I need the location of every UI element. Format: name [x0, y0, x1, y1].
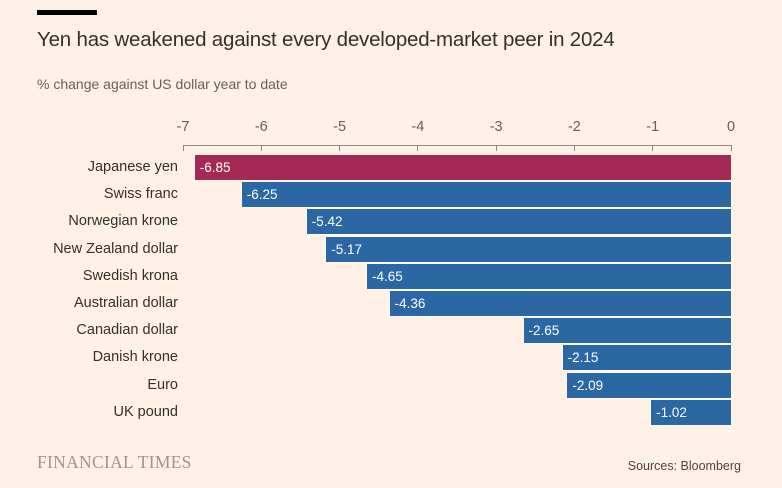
category-label: UK pound: [113, 403, 179, 420]
x-axis-tick-label: -3: [489, 119, 503, 135]
bar-swedish-krona: -4.65: [366, 263, 731, 289]
bar-new-zealand-dollar: -5.17: [326, 236, 731, 262]
bar-danish-krone: -2.15: [562, 345, 731, 371]
x-axis-line: [183, 145, 731, 146]
category-label: Swiss franc: [103, 186, 178, 203]
bar-value-label: -2.65: [528, 323, 560, 339]
bar-value-label: -1.02: [656, 404, 687, 420]
bar-swiss-franc: -6.25: [241, 182, 731, 208]
bar-uk-pound: -1.02: [651, 399, 731, 425]
x-axis-tick-label: -6: [254, 119, 268, 135]
ft-top-rule: [37, 10, 97, 15]
x-axis-tick-mark: [260, 145, 262, 151]
chart-subtitle: % change against US dollar year to date: [37, 76, 288, 92]
category-label: Swedish krona: [82, 267, 178, 284]
x-axis-tick-mark: [495, 145, 497, 151]
bar-value-label: -4.36: [394, 296, 426, 311]
x-axis-tick-label: 0: [726, 119, 736, 135]
category-label: Japanese yen: [87, 159, 178, 175]
category-label: Euro: [147, 376, 178, 393]
bar-value-label: -2.09: [572, 377, 604, 393]
bar-japanese-yen: -6.85: [194, 155, 731, 180]
bar-australian-dollar: -4.36: [389, 291, 731, 316]
bar-norwegian-krone: -5.42: [306, 209, 731, 235]
category-label: Australian dollar: [74, 295, 178, 311]
chart-title: Yen has weakened against every developed…: [37, 28, 615, 51]
x-axis-tick-label: -1: [646, 119, 660, 135]
x-axis-tick-mark: [417, 145, 419, 151]
bar-value-label: -2.15: [567, 350, 599, 366]
x-axis-tick-mark: [573, 145, 575, 151]
x-axis-tick-mark: [652, 145, 654, 151]
x-axis-tick-mark: [182, 145, 184, 151]
bar-value-label: -6.85: [199, 160, 231, 175]
bar-euro: -2.09: [567, 372, 731, 398]
category-label: New Zealand dollar: [53, 240, 178, 257]
x-axis-tick-mark: [339, 145, 341, 151]
x-axis-tick-label: -7: [176, 119, 190, 135]
bar-value-label: -5.42: [311, 214, 343, 230]
bar-value-label: -6.25: [246, 187, 278, 203]
x-axis-tick-label: -4: [411, 119, 425, 135]
bar-value-label: -5.17: [331, 241, 363, 257]
category-label: Canadian dollar: [76, 322, 178, 339]
ft-logo-text: FINANCIAL TIMES: [37, 452, 192, 472]
bar-value-label: -4.65: [371, 268, 403, 284]
x-axis-tick-label: -5: [333, 119, 347, 135]
category-label: Norwegian krone: [68, 213, 178, 230]
x-axis-tick-mark: [730, 145, 732, 151]
category-label: Danish krone: [92, 349, 178, 366]
bar-canadian-dollar: -2.65: [523, 318, 731, 344]
bar-chart: -7 -6 -5 -4 -3 -2 -1 0 Japanese yen -6.85 Swiss f…: [37, 118, 735, 428]
source-credit: Sources: Bloomberg: [627, 459, 741, 473]
x-axis-tick-label: -2: [567, 119, 581, 135]
